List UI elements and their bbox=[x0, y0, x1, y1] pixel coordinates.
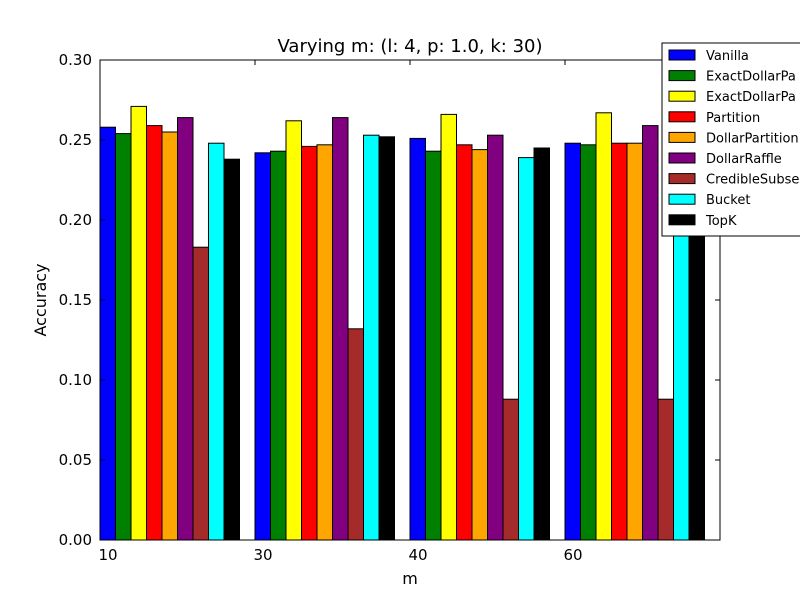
bar-30-series-5 bbox=[332, 117, 349, 541]
legend-swatch bbox=[668, 70, 696, 82]
bar-40-series-5 bbox=[487, 134, 504, 541]
bar-60-series-6 bbox=[657, 398, 674, 541]
bar-40-series-3 bbox=[456, 144, 473, 541]
bar-10-series-2 bbox=[130, 105, 147, 541]
y-tick-label: 0.00 bbox=[59, 531, 92, 549]
bar-30-series-0 bbox=[254, 152, 271, 541]
chart-title: Varying m: (l: 4, p: 1.0, k: 30) bbox=[278, 36, 543, 57]
bar-30-series-6 bbox=[347, 328, 364, 541]
y-tick-label: 0.20 bbox=[59, 211, 92, 229]
bar-10-series-3 bbox=[146, 125, 163, 541]
bar-30-series-7 bbox=[363, 134, 380, 541]
y-tick-label: 0.10 bbox=[59, 371, 92, 389]
bar-10-series-6 bbox=[192, 246, 209, 541]
ticks-layer: 0.00 0.05 0.10 0.15 0.20 0.25 0.30 10 30 40 60 bbox=[59, 51, 720, 564]
bar-60-series-3 bbox=[611, 142, 628, 541]
legend-swatch bbox=[668, 173, 696, 185]
y-axis-title: Accuracy bbox=[31, 263, 50, 336]
legend-label: Bucket bbox=[706, 193, 750, 208]
y-tick-label: 0.15 bbox=[59, 291, 92, 309]
bar-10-series-5 bbox=[177, 117, 194, 541]
bar-10-series-7 bbox=[208, 142, 225, 541]
y-tick-label: 0.05 bbox=[59, 451, 92, 469]
bar-10-series-0 bbox=[99, 126, 116, 541]
bar-30-series-4 bbox=[316, 144, 333, 541]
bar-40-series-1 bbox=[425, 150, 442, 541]
legend-swatch bbox=[668, 90, 696, 102]
legend-label: Vanilla bbox=[706, 49, 749, 64]
bar-40-series-8 bbox=[533, 147, 550, 541]
bar-40-series-4 bbox=[471, 149, 488, 541]
legend-label: Partition bbox=[706, 111, 760, 126]
legend-swatch bbox=[668, 193, 696, 205]
legend-swatch bbox=[668, 111, 696, 123]
legend-label: CredibleSubse bbox=[706, 173, 799, 188]
legend-label: DollarPartition bbox=[706, 131, 799, 146]
bar-60-series-4 bbox=[626, 142, 643, 541]
legend-swatch bbox=[668, 214, 696, 226]
legend-label: ExactDollarPa bbox=[706, 70, 796, 85]
bar-60-series-5 bbox=[642, 125, 659, 541]
x-tick-label: 40 bbox=[408, 546, 427, 564]
bar-40-series-7 bbox=[518, 157, 535, 541]
legend-swatch bbox=[668, 131, 696, 143]
bar-40-series-6 bbox=[502, 398, 519, 541]
x-tick-label: 10 bbox=[98, 546, 117, 564]
legend-swatch bbox=[668, 49, 696, 61]
y-tick-label: 0.25 bbox=[59, 131, 92, 149]
legend-label: ExactDollarPa bbox=[706, 90, 796, 105]
bar-40-series-2 bbox=[440, 113, 457, 541]
bar-30-series-2 bbox=[285, 120, 302, 541]
bar-10-series-4 bbox=[161, 131, 178, 541]
legend-swatch bbox=[668, 152, 696, 164]
x-axis-title: m bbox=[402, 569, 418, 588]
bar-30-series-1 bbox=[270, 150, 287, 541]
bar-40-series-0 bbox=[409, 137, 426, 541]
legend-label: DollarRaffle bbox=[706, 152, 782, 167]
y-tick-label: 0.30 bbox=[59, 51, 92, 69]
legend: Vanilla ExactDollarPa ExactDollarPa Partiti… bbox=[661, 42, 800, 237]
legend-label: TopK bbox=[705, 214, 737, 229]
x-tick-label: 30 bbox=[253, 546, 272, 564]
bars-layer bbox=[99, 105, 705, 541]
bar-30-series-3 bbox=[301, 145, 318, 541]
bar-10-series-8 bbox=[223, 158, 240, 541]
bar-30-series-8 bbox=[378, 136, 395, 541]
bar-10-series-1 bbox=[115, 133, 132, 541]
bar-60-series-0 bbox=[564, 142, 581, 541]
bar-60-series-1 bbox=[580, 144, 597, 541]
x-tick-label: 60 bbox=[563, 546, 582, 564]
bar-60-series-2 bbox=[595, 112, 612, 541]
